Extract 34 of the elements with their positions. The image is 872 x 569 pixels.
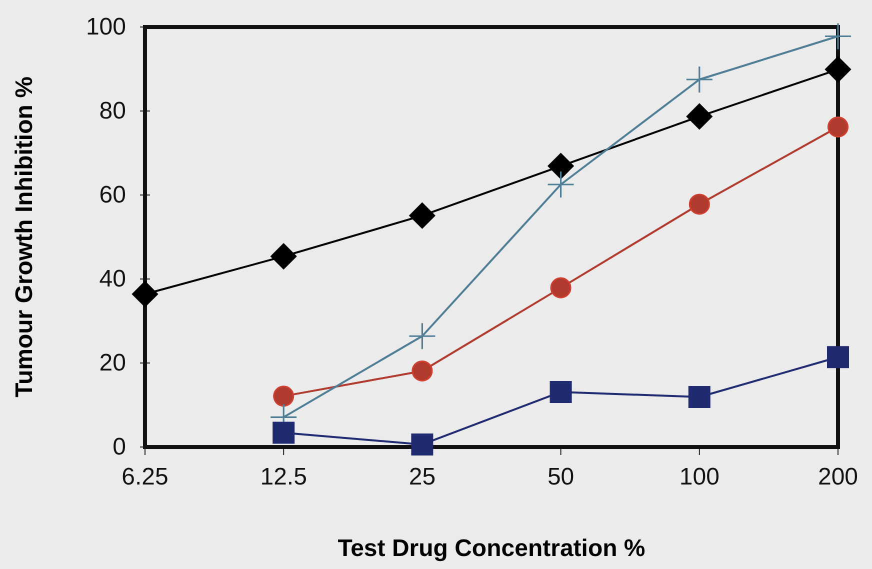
point	[411, 433, 434, 456]
y-tick-label: 60	[99, 182, 126, 209]
x-tick-label: 200	[818, 463, 858, 490]
point	[550, 277, 572, 298]
point	[686, 66, 712, 92]
y-tick-label: 40	[99, 266, 126, 293]
point	[827, 346, 849, 368]
y-tick-label: 80	[99, 98, 126, 125]
point	[270, 243, 297, 270]
point	[688, 386, 710, 408]
x-tick-label: 50	[547, 463, 574, 490]
point	[548, 153, 574, 180]
x-tick-label: 6.25	[122, 463, 168, 490]
point	[825, 56, 851, 82]
point	[273, 386, 294, 407]
point	[686, 103, 712, 130]
point	[409, 202, 436, 229]
y-tick-label: 100	[86, 14, 126, 41]
point	[688, 194, 710, 215]
x-tick-label: 12.5	[260, 463, 307, 490]
point	[409, 323, 436, 350]
point	[550, 380, 572, 403]
point	[412, 360, 433, 382]
y-axis-title: Tumour Growth Inhibition %	[11, 76, 38, 398]
x-tick-label: 25	[408, 463, 436, 490]
y-tick-label: 0	[112, 434, 126, 461]
point	[132, 281, 158, 308]
point	[825, 23, 851, 50]
x-axis-title: Test Drug Concentration %	[338, 535, 646, 562]
point	[272, 422, 295, 444]
y-tick-label: 20	[99, 350, 126, 377]
point	[827, 116, 849, 138]
x-tick-label: 100	[679, 463, 720, 490]
point	[548, 172, 574, 198]
